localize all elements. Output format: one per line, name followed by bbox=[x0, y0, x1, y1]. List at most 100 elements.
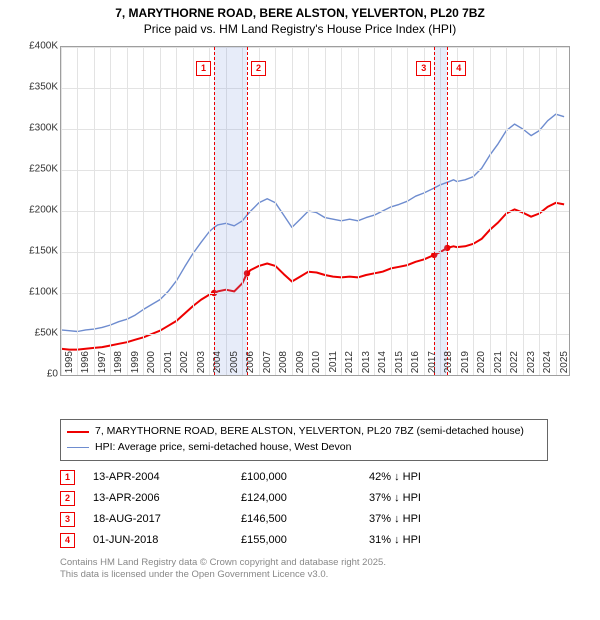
gridline-v bbox=[391, 47, 392, 375]
y-axis-label: £50K bbox=[8, 328, 58, 339]
gridline-v bbox=[556, 47, 557, 375]
x-axis-label: 2010 bbox=[311, 351, 322, 381]
x-axis-label: 2007 bbox=[262, 351, 273, 381]
series-hpi bbox=[61, 114, 564, 331]
x-axis-label: 2018 bbox=[443, 351, 454, 381]
x-axis-label: 2019 bbox=[460, 351, 471, 381]
x-axis-label: 2002 bbox=[179, 351, 190, 381]
x-axis-label: 2017 bbox=[427, 351, 438, 381]
legend-swatch bbox=[67, 447, 89, 448]
x-axis-label: 2013 bbox=[361, 351, 372, 381]
sale-row: 213-APR-2006£124,00037% ↓ HPI bbox=[60, 488, 548, 509]
footer-attribution: Contains HM Land Registry data © Crown c… bbox=[60, 557, 590, 582]
y-axis-label: £150K bbox=[8, 246, 58, 257]
footer-line2: This data is licensed under the Open Gov… bbox=[60, 569, 590, 581]
x-axis-label: 2015 bbox=[394, 351, 405, 381]
gridline-v bbox=[490, 47, 491, 375]
y-axis-label: £0 bbox=[8, 369, 58, 380]
marker-band bbox=[214, 47, 247, 375]
series-price_paid bbox=[61, 203, 564, 350]
marker-line bbox=[214, 47, 215, 375]
x-axis-label: 2023 bbox=[526, 351, 537, 381]
gridline-v bbox=[61, 47, 62, 375]
x-axis-label: 2005 bbox=[229, 351, 240, 381]
y-axis-label: £200K bbox=[8, 205, 58, 216]
x-axis-label: 2009 bbox=[295, 351, 306, 381]
gridline-v bbox=[539, 47, 540, 375]
x-axis-label: 2008 bbox=[278, 351, 289, 381]
x-axis-label: 2025 bbox=[559, 351, 570, 381]
x-axis-label: 1998 bbox=[113, 351, 124, 381]
gridline-v bbox=[358, 47, 359, 375]
sale-date: 01-JUN-2018 bbox=[93, 534, 223, 546]
gridline-v bbox=[325, 47, 326, 375]
x-axis-label: 1997 bbox=[97, 351, 108, 381]
x-axis-label: 2004 bbox=[212, 351, 223, 381]
gridline-v bbox=[160, 47, 161, 375]
sale-row: 318-AUG-2017£146,50037% ↓ HPI bbox=[60, 509, 548, 530]
sale-price: £124,000 bbox=[241, 492, 351, 504]
y-axis-label: £300K bbox=[8, 123, 58, 134]
marker-line bbox=[247, 47, 248, 375]
x-axis-label: 2024 bbox=[542, 351, 553, 381]
x-axis-label: 1999 bbox=[130, 351, 141, 381]
sale-badge: 1 bbox=[60, 470, 75, 485]
gridline-h bbox=[61, 47, 569, 48]
gridline-v bbox=[176, 47, 177, 375]
sale-pct: 42% ↓ HPI bbox=[369, 471, 489, 483]
gridline-v bbox=[259, 47, 260, 375]
legend-swatch bbox=[67, 431, 89, 433]
sale-badge: 4 bbox=[60, 533, 75, 548]
plot-region: 1234 bbox=[60, 46, 570, 376]
gridline-h bbox=[61, 211, 569, 212]
chart-title-line2: Price paid vs. HM Land Registry's House … bbox=[10, 22, 590, 38]
gridline-v bbox=[341, 47, 342, 375]
x-axis-label: 2021 bbox=[493, 351, 504, 381]
x-axis-label: 2006 bbox=[245, 351, 256, 381]
sale-date: 13-APR-2004 bbox=[93, 471, 223, 483]
marker-badge: 1 bbox=[196, 61, 211, 76]
sales-table: 113-APR-2004£100,00042% ↓ HPI213-APR-200… bbox=[60, 467, 548, 551]
legend-label: HPI: Average price, semi-detached house,… bbox=[95, 440, 351, 456]
x-axis-label: 2016 bbox=[410, 351, 421, 381]
sale-row: 401-JUN-2018£155,00031% ↓ HPI bbox=[60, 530, 548, 551]
sale-row: 1 13-APR-2004 £100,000 42% ↓ HPI bbox=[60, 467, 548, 488]
sale-price: £155,000 bbox=[241, 534, 351, 546]
gridline-v bbox=[523, 47, 524, 375]
legend-item: HPI: Average price, semi-detached house,… bbox=[67, 440, 541, 456]
marker-badge: 4 bbox=[451, 61, 466, 76]
gridline-h bbox=[61, 293, 569, 294]
x-axis-label: 2003 bbox=[196, 351, 207, 381]
marker-line bbox=[434, 47, 435, 375]
gridline-h bbox=[61, 334, 569, 335]
legend-box: 7, MARYTHORNE ROAD, BERE ALSTON, YELVERT… bbox=[60, 419, 548, 461]
gridline-v bbox=[110, 47, 111, 375]
x-axis-label: 2022 bbox=[509, 351, 520, 381]
gridline-v bbox=[457, 47, 458, 375]
y-axis-label: £400K bbox=[8, 41, 58, 52]
gridline-h bbox=[61, 88, 569, 89]
marker-band bbox=[434, 47, 447, 375]
gridline-v bbox=[94, 47, 95, 375]
x-axis-label: 2020 bbox=[476, 351, 487, 381]
gridline-v bbox=[506, 47, 507, 375]
y-axis-label: £100K bbox=[8, 287, 58, 298]
x-axis-label: 2012 bbox=[344, 351, 355, 381]
gridline-v bbox=[209, 47, 210, 375]
sale-badge: 3 bbox=[60, 512, 75, 527]
sale-price: £100,000 bbox=[241, 471, 351, 483]
x-axis-label: 2000 bbox=[146, 351, 157, 381]
gridline-v bbox=[473, 47, 474, 375]
chart-area: 1234 £0£50K£100K£150K£200K£250K£300K£350… bbox=[20, 41, 580, 411]
gridline-h bbox=[61, 129, 569, 130]
legend-label: 7, MARYTHORNE ROAD, BERE ALSTON, YELVERT… bbox=[95, 424, 524, 440]
sale-pct: 37% ↓ HPI bbox=[369, 513, 489, 525]
gridline-v bbox=[77, 47, 78, 375]
sale-date: 13-APR-2006 bbox=[93, 492, 223, 504]
x-axis-label: 2014 bbox=[377, 351, 388, 381]
x-axis-label: 1995 bbox=[64, 351, 75, 381]
x-axis-label: 2011 bbox=[328, 351, 339, 381]
gridline-v bbox=[374, 47, 375, 375]
gridline-v bbox=[275, 47, 276, 375]
sale-price: £146,500 bbox=[241, 513, 351, 525]
